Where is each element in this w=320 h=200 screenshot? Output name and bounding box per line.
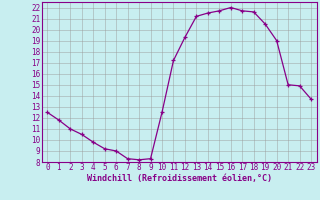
X-axis label: Windchill (Refroidissement éolien,°C): Windchill (Refroidissement éolien,°C)	[87, 174, 272, 183]
